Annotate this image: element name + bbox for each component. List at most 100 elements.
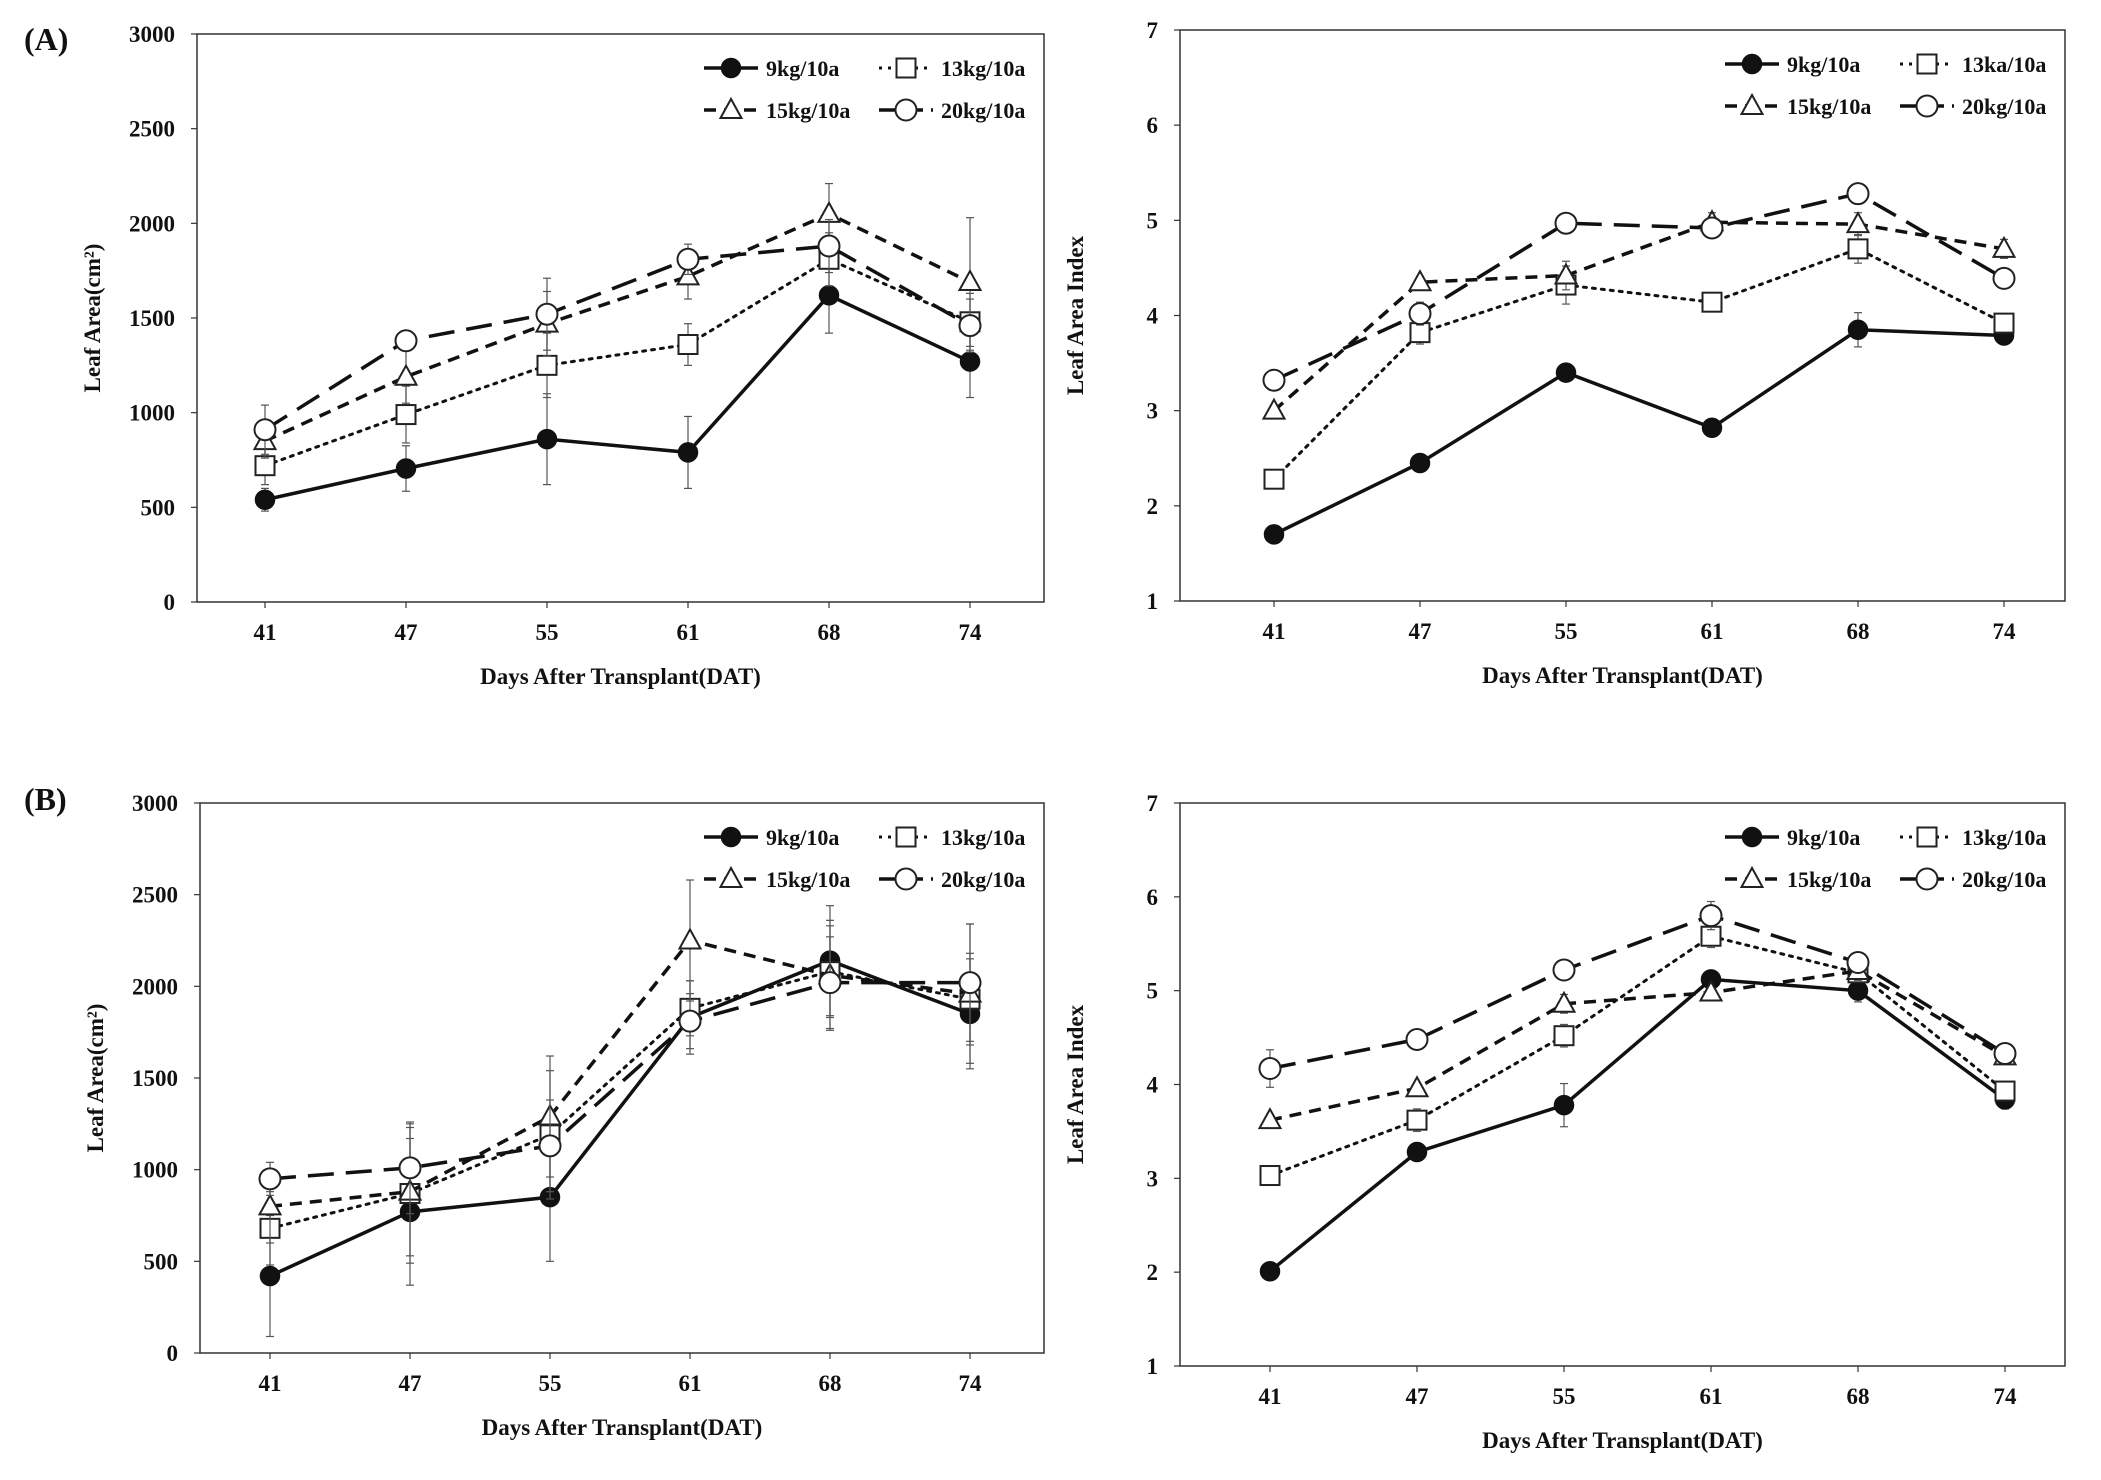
legend-marker — [720, 826, 742, 848]
y-tick-label: 0 — [164, 590, 176, 615]
data-point — [536, 428, 558, 450]
y-tick-label: 1000 — [132, 1158, 178, 1183]
y-tick-label: 500 — [144, 1249, 179, 1274]
x-tick-label: 74 — [959, 1371, 983, 1396]
legend-label: 15kg/10a — [1787, 867, 1871, 892]
data-point — [1262, 368, 1286, 392]
legend-label: 20kg/10a — [941, 98, 1025, 123]
y-axis-title: Leaf Area Index — [1063, 1004, 1088, 1164]
x-tick-label: 55 — [1553, 1384, 1576, 1409]
series-15kg-10a — [252, 182, 983, 459]
data-point — [1847, 319, 1869, 341]
data-point — [535, 302, 559, 326]
series-9kg-10a — [259, 905, 981, 1338]
x-axis-title: Days After Transplant(DAT) — [1482, 1428, 1763, 1453]
x-tick-label: 41 — [254, 620, 277, 645]
series-line — [1268, 934, 2007, 1178]
legend-marker — [720, 57, 742, 79]
series-20kg-10a — [1262, 182, 2016, 392]
data-point — [817, 234, 841, 258]
series-line — [269, 958, 971, 1278]
data-point — [394, 329, 418, 353]
panel-label-a: (A) — [24, 21, 68, 57]
data-point — [1409, 322, 1431, 344]
data-point — [395, 458, 417, 479]
data-point — [395, 404, 417, 426]
y-tick-label: 6 — [1147, 113, 1159, 138]
data-point — [393, 363, 419, 386]
x-axis-title: Days After Transplant(DAT) — [482, 1415, 763, 1440]
y-tick-label: 4 — [1147, 304, 1159, 329]
legend-marker — [1739, 865, 1765, 888]
y-tick-label: 2500 — [132, 883, 178, 908]
y-axis-title: Leaf Area(cm²) — [80, 244, 105, 393]
data-point — [1409, 452, 1431, 474]
legend-marker — [1915, 867, 1939, 891]
y-tick-label: 6 — [1147, 885, 1159, 910]
data-point — [959, 351, 981, 372]
legend-marker — [1916, 826, 1938, 848]
data-point — [1701, 291, 1723, 313]
data-point — [258, 1167, 282, 1191]
data-point — [678, 1009, 702, 1033]
series-20kg-10a — [258, 923, 982, 1215]
y-tick-label: 0 — [167, 1341, 179, 1366]
series-13kg-10a — [1259, 924, 2016, 1187]
x-tick-label: 61 — [1700, 1384, 1723, 1409]
data-point — [1698, 979, 1724, 1002]
data-point — [1407, 269, 1433, 292]
legend-label: 9kg/10a — [766, 56, 839, 81]
chart-b-right: 1 2 3 4 5 6 7 41 47 55 61 68 74 Days After Transplant… — [1063, 791, 2066, 1453]
y-tick-label: 3 — [1147, 399, 1159, 424]
y-axis-title: Leaf Area Index — [1063, 235, 1088, 395]
data-point — [1406, 1141, 1428, 1163]
data-point — [257, 1193, 283, 1216]
x-tick-label: 41 — [259, 1371, 282, 1396]
data-point — [253, 418, 277, 442]
data-point — [1552, 958, 1576, 982]
legend: 9kg/10a 13kg/10a 15kg/10a 20kg/10a — [704, 825, 1025, 892]
series-13ka-10a — [1263, 234, 2015, 490]
legend-label: 15kg/10a — [766, 867, 850, 892]
data-point — [398, 1156, 422, 1180]
data-point — [1700, 216, 1724, 240]
y-tick-label: 7 — [1147, 18, 1159, 43]
data-point — [1404, 1075, 1430, 1098]
y-tick-label: 1000 — [129, 401, 175, 426]
y-tick-label: 1500 — [132, 1066, 178, 1091]
data-point — [1993, 312, 2015, 334]
series-15kg-10a — [257, 879, 983, 1257]
data-point — [1258, 1057, 1282, 1081]
x-tick-label: 47 — [399, 1371, 422, 1396]
data-point — [1553, 1094, 1575, 1116]
x-tick-label: 61 — [679, 1371, 702, 1396]
data-point — [1554, 211, 1578, 235]
data-point — [538, 1134, 562, 1158]
series-line — [1269, 969, 2006, 1122]
y-tick-label: 3000 — [129, 22, 175, 47]
chart-a-left: 0 500 1000 1500 2000 2500 3000 41 47 55 61 68 74 Days… — [80, 22, 1045, 689]
data-point — [1263, 524, 1285, 545]
legend-marker — [718, 865, 744, 888]
series-line — [1273, 191, 2005, 382]
series-line — [264, 293, 971, 502]
data-point — [958, 314, 982, 338]
y-tick-label: 2 — [1147, 494, 1159, 519]
legend: 9kg/10a 13kg/10a 15kg/10a 20kg/10a — [1725, 825, 2046, 892]
x-tick-label: 74 — [1993, 619, 2017, 644]
data-point — [1406, 1109, 1428, 1131]
x-tick-label: 68 — [1847, 1384, 1870, 1409]
series-20kg-10a — [253, 218, 982, 455]
legend-label: 13ka/10a — [1962, 52, 2046, 77]
series-15kg-10a — [1261, 209, 2017, 420]
y-tick-label: 2000 — [129, 211, 175, 236]
y-tick-label: 500 — [141, 495, 176, 520]
plot-frame — [196, 33, 1045, 603]
y-tick-label: 1 — [1147, 589, 1159, 614]
data-point — [1553, 262, 1579, 285]
x-tick-label: 74 — [1994, 1384, 2018, 1409]
y-tick-label: 3 — [1147, 1166, 1159, 1191]
data-point — [1847, 980, 1869, 1001]
x-tick-label: 41 — [1263, 619, 1286, 644]
